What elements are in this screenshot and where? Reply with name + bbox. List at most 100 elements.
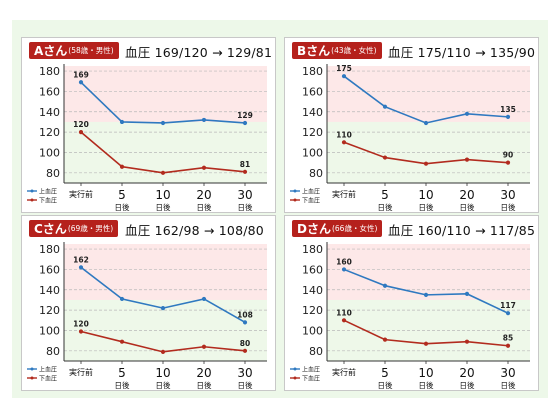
data-label-d: 110: [336, 308, 352, 317]
chart-panel-a: Aさん (58歳・男性) 血圧 169/120 → 129/81 80 100 120…: [21, 37, 276, 213]
lower-pressure-point-c: [201, 344, 207, 349]
upper-pressure-point-c: [119, 296, 125, 302]
legend-lower-label-c: 下血圧: [39, 375, 57, 383]
x-tick-label-c: 30: [237, 366, 252, 380]
high-pressure-zone-b: [327, 66, 530, 122]
x-tick-sublabel-d: 日後: [460, 380, 475, 390]
upper-pressure-point-d: [464, 291, 470, 296]
x-tick-sublabel-c: 日後: [156, 380, 171, 390]
x-tick-label-c: 10: [155, 366, 170, 380]
data-label-b: 90: [503, 151, 513, 160]
x-tick-label-a: 30: [237, 188, 252, 202]
chart-title-b: 血圧 175/110 → 135/90: [388, 45, 536, 60]
upper-pressure-point-b: [423, 120, 429, 126]
high-pressure-zone-d: [327, 244, 530, 300]
x-tick-label-b: 30: [500, 188, 515, 202]
person-name-a: Aさん: [34, 44, 68, 58]
x-tick-sublabel-b: 日後: [460, 202, 475, 212]
x-tick-sublabel-d: 日後: [378, 380, 393, 390]
y-tick-label-c: 140: [39, 284, 60, 297]
lower-pressure-point-a: [160, 170, 166, 175]
y-tick-label-b: 140: [302, 106, 323, 119]
data-label-a: 169: [73, 70, 89, 79]
upper-pressure-point-d: [505, 311, 511, 316]
data-label-b: 175: [336, 64, 352, 73]
y-tick-label-d: 140: [302, 284, 323, 297]
x-tick-label-b: 5: [381, 188, 389, 202]
lower-pressure-point-d: [464, 339, 470, 344]
lower-pressure-point-d: [423, 341, 429, 346]
x-tick-label-c: 実行前: [69, 367, 93, 377]
legend-upper-label-c: 上血圧: [39, 366, 57, 374]
upper-pressure-point-a: [119, 119, 125, 125]
x-tick-label-d: 実行前: [332, 367, 356, 377]
lower-pressure-point-c: [242, 348, 248, 353]
y-tick-label-b: 100: [302, 146, 323, 159]
lower-pressure-point-a: [78, 130, 84, 135]
x-tick-sublabel-c: 日後: [115, 380, 130, 390]
y-tick-label-c: 100: [39, 324, 60, 337]
chart-title-a: 血圧 169/120 → 129/81: [125, 45, 273, 60]
x-tick-label-a: 10: [155, 188, 170, 202]
person-detail-c: (69歳・男性): [67, 224, 114, 233]
x-tick-label-d: 30: [500, 366, 515, 380]
x-tick-sublabel-c: 日後: [197, 380, 212, 390]
upper-pressure-point-a: [201, 117, 207, 123]
legend-lower-label-a: 下血圧: [39, 197, 57, 205]
x-tick-label-a: 実行前: [69, 189, 93, 199]
person-tag-a: Aさん (58歳・男性): [29, 42, 119, 59]
data-label-c: 108: [237, 310, 253, 319]
x-tick-sublabel-a: 日後: [197, 202, 212, 212]
x-tick-label-d: 20: [459, 366, 474, 380]
data-label-a: 81: [240, 160, 250, 169]
lower-pressure-point-c: [119, 339, 125, 344]
y-tick-label-d: 100: [302, 324, 323, 337]
legend-upper-dot-c: [30, 367, 34, 371]
data-label-d: 117: [500, 301, 516, 310]
data-label-b: 110: [336, 130, 352, 139]
x-tick-sublabel-c: 日後: [238, 380, 253, 390]
upper-pressure-point-a: [160, 120, 166, 126]
y-tick-label-a: 120: [39, 126, 60, 139]
x-tick-label-d: 5: [381, 366, 389, 380]
lower-pressure-point-b: [341, 140, 347, 145]
x-tick-sublabel-b: 日後: [419, 202, 434, 212]
x-tick-sublabel-a: 日後: [115, 202, 130, 212]
data-label-c: 120: [73, 319, 89, 328]
y-tick-label-c: 80: [46, 345, 60, 358]
chart-page-background: Aさん (58歳・男性) 血圧 169/120 → 129/81 80 100 120…: [12, 20, 548, 398]
lower-pressure-point-d: [341, 318, 347, 323]
upper-pressure-point-d: [382, 283, 388, 288]
upper-pressure-point-b: [505, 114, 511, 119]
y-tick-label-b: 160: [302, 85, 323, 98]
x-tick-sublabel-d: 日後: [501, 380, 516, 390]
x-tick-label-c: 5: [118, 366, 126, 380]
y-tick-label-a: 140: [39, 106, 60, 119]
y-tick-label-c: 180: [39, 243, 60, 256]
y-tick-label-b: 180: [302, 65, 323, 78]
legend-lower-label-b: 下血圧: [302, 197, 320, 205]
upper-pressure-point-d: [341, 267, 347, 272]
x-tick-label-b: 実行前: [332, 189, 356, 199]
person-name-c: Cさん: [34, 222, 67, 236]
upper-pressure-point-a: [242, 120, 248, 126]
data-label-a: 129: [237, 111, 253, 120]
legend-lower-dot-b: [293, 198, 297, 202]
data-label-c: 80: [240, 339, 250, 348]
x-tick-label-a: 20: [196, 188, 211, 202]
lower-pressure-point-b: [505, 160, 511, 165]
person-detail-d: (66歳・女性): [331, 224, 378, 233]
lower-pressure-point-a: [119, 164, 125, 169]
x-tick-label-c: 20: [196, 366, 211, 380]
upper-pressure-point-a: [78, 80, 84, 85]
x-tick-label-b: 20: [459, 188, 474, 202]
person-tag-d: Dさん (66歳・女性): [292, 220, 383, 237]
chart-title-c: 血圧 162/98 → 108/80: [125, 223, 264, 238]
upper-pressure-point-b: [382, 104, 388, 109]
lower-pressure-point-d: [505, 343, 511, 348]
legend-upper-label-b: 上血圧: [302, 188, 320, 196]
y-tick-label-d: 180: [302, 243, 323, 256]
x-tick-label-b: 10: [418, 188, 433, 202]
